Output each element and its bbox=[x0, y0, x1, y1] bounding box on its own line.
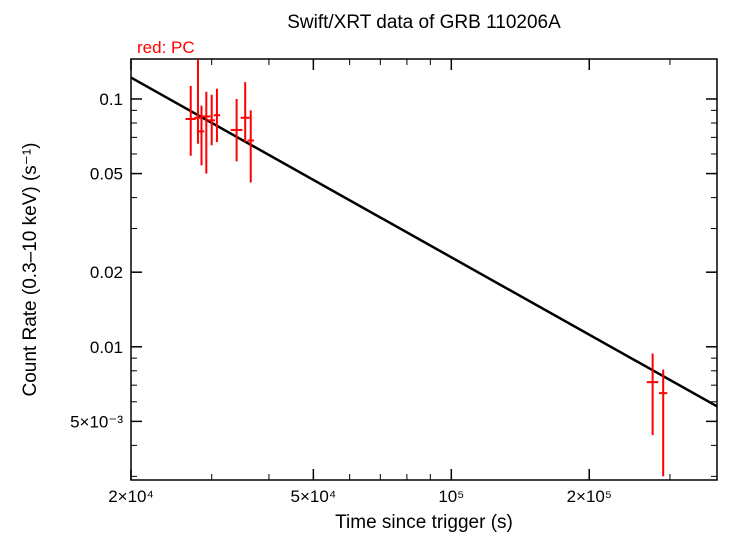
y-tick-label: 0.02 bbox=[90, 263, 123, 282]
chart-svg: 2×10⁴ 5×10⁴ 10⁵ 2×10⁵ 5×10⁻³ 0.01 0.02 0.05 0.1 S… bbox=[0, 0, 746, 558]
legend-text: red: PC bbox=[137, 38, 195, 57]
x-tick-label: 2×10⁴ bbox=[108, 487, 154, 506]
chart-title: Swift/XRT data of GRB 110206A bbox=[287, 12, 561, 33]
fit-line bbox=[131, 78, 717, 407]
y-axis-label: Count Rate (0.3–10 keV) (s⁻¹) bbox=[20, 143, 41, 397]
x-tick-label: 2×10⁵ bbox=[567, 487, 612, 506]
y-tick-label: 0.05 bbox=[90, 165, 123, 184]
y-tick-label: 5×10⁻³ bbox=[70, 412, 123, 431]
y-tick-label: 0.01 bbox=[90, 338, 123, 357]
x-tick-label: 5×10⁴ bbox=[291, 487, 337, 506]
chart-container: 2×10⁴ 5×10⁴ 10⁵ 2×10⁵ 5×10⁻³ 0.01 0.02 0.05 0.1 S… bbox=[0, 0, 746, 558]
x-tick-label: 10⁵ bbox=[438, 487, 464, 506]
y-tick-label: 0.1 bbox=[99, 90, 123, 109]
plot-frame bbox=[131, 59, 717, 480]
x-axis-label: Time since trigger (s) bbox=[335, 512, 513, 533]
